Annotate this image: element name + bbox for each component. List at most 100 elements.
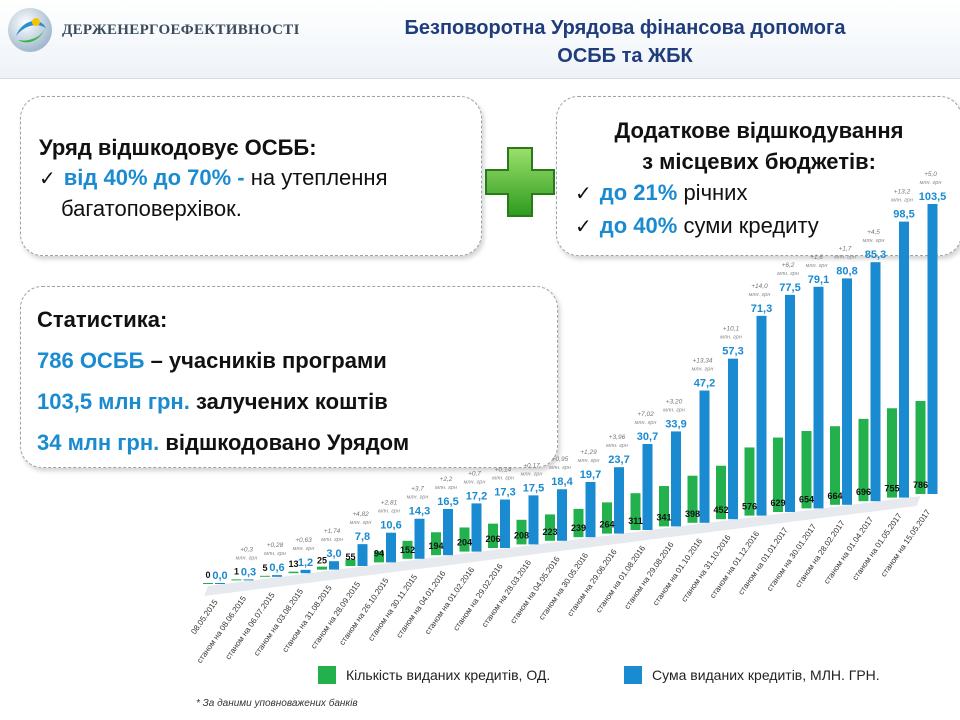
gov-compensation-accent: від 40% до 70% - bbox=[63, 165, 245, 190]
legend-label-sum: Сума виданих кредитів, МЛН. ГРН. bbox=[652, 667, 880, 683]
gov-compensation-heading: Уряд відшкодовує ОСББ: bbox=[39, 135, 317, 160]
bar-sum-0 bbox=[215, 583, 225, 584]
label-sum-20: 77,5 bbox=[779, 282, 800, 294]
label-increment-3: +0,63 bbox=[295, 537, 312, 544]
label-increment-12: +0,95 bbox=[552, 456, 569, 463]
gov-compensation-box: Уряд відшкодовує ОСББ: ✓ від 40% до 70% -… bbox=[20, 96, 482, 256]
tick-label-2: станом на 06.07.2015 bbox=[224, 590, 277, 661]
label-count-19: 576 bbox=[742, 502, 757, 512]
label-sum-16: 33,9 bbox=[665, 418, 686, 430]
bar-count-24 bbox=[887, 408, 897, 498]
label-count-1: 1 bbox=[234, 566, 239, 576]
label-sum-5: 7,8 bbox=[355, 531, 370, 543]
check-icon: ✓ bbox=[39, 168, 56, 190]
local-budget-item2: ✓ до 40% суми кредиту bbox=[557, 210, 960, 243]
label-increment-unit-8: млн. грн bbox=[435, 485, 457, 491]
label-increment-24: +13,2 bbox=[894, 189, 911, 196]
bar-sum-2 bbox=[272, 575, 282, 577]
gov-compensation-item: ✓ від 40% до 70% - на утеплення bbox=[39, 163, 388, 194]
label-increment-unit-11: млн. грн bbox=[521, 471, 543, 477]
label-increment-unit-22: млн. грн bbox=[834, 254, 856, 260]
label-increment-18: +10,1 bbox=[723, 326, 740, 333]
label-count-11: 208 bbox=[514, 530, 529, 540]
label-increment-14: +3,96 bbox=[609, 434, 626, 441]
legend-item-sum: Сума виданих кредитів, МЛН. ГРН. bbox=[624, 666, 880, 684]
label-count-6: 94 bbox=[374, 548, 384, 558]
page-title-line1: Безповоротна Урядова фінансова допомога bbox=[404, 17, 846, 39]
label-increment-8: +2,2 bbox=[440, 476, 453, 483]
gov-compensation-text1: на утеплення bbox=[244, 165, 388, 190]
label-increment-unit-18: млн. грн bbox=[720, 335, 742, 341]
label-count-21: 654 bbox=[799, 494, 814, 504]
tick-label-19: станом на 01.12.2016 bbox=[708, 529, 761, 600]
legend-label-count: Кількість виданих кредитів, ОД. bbox=[346, 667, 551, 683]
label-increment-5: +4,82 bbox=[352, 511, 369, 518]
statistics-line2-text: залучених коштів bbox=[189, 389, 388, 414]
label-increment-unit-20: млн. грн bbox=[777, 271, 799, 277]
label-sum-24: 98,5 bbox=[893, 209, 914, 221]
bar-sum-4 bbox=[329, 561, 339, 570]
label-increment-7: +3,7 bbox=[411, 486, 424, 493]
local-budget-item2-text: суми кредиту bbox=[677, 213, 819, 238]
local-budget-box: Додаткове відшкодування з місцевих бюдже… bbox=[556, 96, 960, 256]
bar-count-22 bbox=[830, 426, 840, 505]
label-increment-17: +13,34 bbox=[692, 358, 712, 365]
label-count-9: 204 bbox=[457, 538, 472, 548]
bar-sum-20 bbox=[785, 294, 795, 512]
label-sum-22: 80,8 bbox=[836, 265, 857, 277]
label-increment-unit-24: млн. грн bbox=[891, 198, 913, 204]
tick-label-7: станом на 30.11.2015 bbox=[366, 572, 419, 642]
label-sum-13: 19,7 bbox=[580, 469, 601, 481]
label-count-13: 239 bbox=[571, 523, 586, 533]
bar-count-6 bbox=[374, 551, 384, 563]
bar-count-4 bbox=[317, 566, 327, 570]
statistics-line2: 103,5 млн грн. залучених коштів bbox=[37, 381, 409, 422]
label-count-5: 55 bbox=[345, 552, 355, 562]
plus-icon bbox=[485, 147, 555, 217]
statistics-line1-text: – учасників програми bbox=[144, 348, 387, 373]
local-budget-item1: ✓ до 21% річних bbox=[557, 177, 960, 210]
label-sum-14: 23,7 bbox=[608, 454, 629, 466]
bar-sum-15 bbox=[642, 443, 653, 530]
label-sum-2: 0,6 bbox=[269, 562, 284, 574]
label-sum-23: 85,3 bbox=[865, 249, 886, 261]
label-count-23: 696 bbox=[856, 487, 871, 497]
label-increment-unit-6: млн. грн bbox=[378, 509, 400, 515]
check-icon: ✓ bbox=[575, 183, 592, 205]
bar-sum-11 bbox=[528, 495, 539, 545]
bar-sum-17 bbox=[699, 390, 710, 523]
tick-label-1: станом на 08.06.2015 bbox=[195, 594, 248, 665]
label-sum-18: 57,3 bbox=[722, 346, 743, 358]
bar-count-11 bbox=[516, 519, 527, 545]
bar-sum-3 bbox=[300, 569, 311, 574]
local-budget-item1-text: річних bbox=[677, 180, 748, 205]
label-increment-22: +1,7 bbox=[839, 245, 852, 252]
gov-compensation-text2: багатоповерхівок. bbox=[61, 196, 242, 221]
label-count-15: 311 bbox=[628, 516, 643, 526]
label-count-20: 629 bbox=[770, 498, 785, 508]
bar-sum-22 bbox=[842, 278, 852, 505]
label-sum-1: 0,3 bbox=[241, 566, 256, 578]
label-increment-23: +4,5 bbox=[867, 229, 880, 236]
label-sum-21: 79,1 bbox=[808, 274, 829, 286]
label-increment-unit-10: млн. грн bbox=[492, 476, 514, 482]
label-count-2: 5 bbox=[262, 563, 267, 573]
label-sum-4: 3,0 bbox=[326, 548, 341, 560]
bar-count-15 bbox=[630, 493, 641, 530]
tick-label-23: станом на 01.04.2017 bbox=[822, 515, 875, 586]
label-count-12: 223 bbox=[542, 527, 557, 537]
label-count-4: 25 bbox=[317, 556, 327, 566]
label-count-25: 786 bbox=[913, 480, 928, 490]
label-increment-10: +0,14 bbox=[495, 467, 512, 474]
bar-sum-25 bbox=[927, 204, 938, 494]
bar-sum-7 bbox=[414, 518, 425, 559]
label-increment-unit-17: млн. грн bbox=[692, 367, 714, 373]
label-sum-9: 17,2 bbox=[466, 490, 487, 502]
bar-count-8 bbox=[431, 532, 441, 556]
bar-sum-8 bbox=[443, 508, 453, 556]
bar-sum-1 bbox=[243, 579, 254, 581]
statistics-line3-text: відшкодовано Урядом bbox=[159, 430, 410, 455]
tick-label-10: станом на 29.02.2016 bbox=[452, 562, 505, 633]
bar-count-23 bbox=[858, 418, 869, 502]
